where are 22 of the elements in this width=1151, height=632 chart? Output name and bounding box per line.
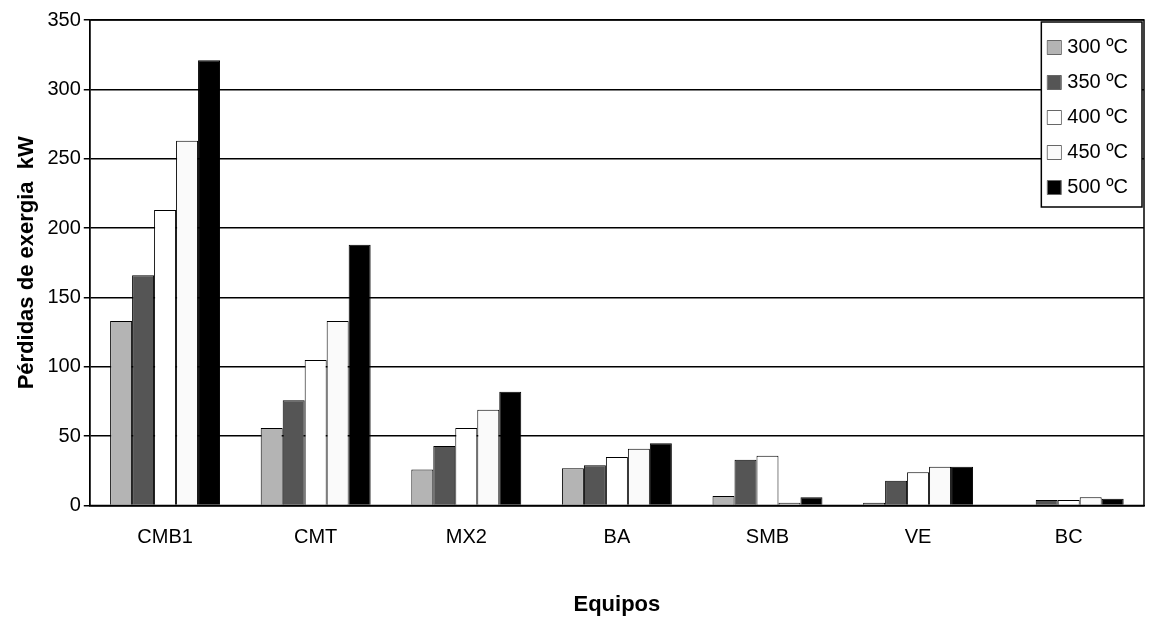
y-tick-label: 150 bbox=[47, 285, 81, 307]
y-tick-label: 200 bbox=[47, 215, 81, 238]
legend-label: 300 ºC bbox=[1067, 35, 1129, 58]
x-tick-label: SMB bbox=[745, 525, 790, 548]
y-tick-label: 350 bbox=[47, 7, 81, 30]
x-tick-label: MX2 bbox=[445, 525, 487, 548]
y-tick-label: 50 bbox=[58, 423, 81, 446]
y-tick-label: 0 bbox=[69, 493, 81, 516]
x-tick-label: CMB1 bbox=[137, 525, 193, 548]
legend-label: 500 ºC bbox=[1067, 175, 1129, 198]
y-tick-label: 300 bbox=[47, 76, 81, 99]
x-tick-label: BC bbox=[1054, 525, 1083, 548]
legend-label: 450 ºC bbox=[1067, 140, 1129, 163]
legend-label: 400 ºC bbox=[1067, 105, 1129, 128]
x-tick-label: BA bbox=[603, 525, 631, 548]
x-axis-title: Equipos bbox=[573, 590, 661, 616]
y-tick-label: 100 bbox=[47, 354, 81, 377]
y-axis-title: Pérdidas de exergia kW bbox=[13, 136, 39, 390]
x-tick-label: CMT bbox=[294, 525, 338, 548]
x-tick-label: VE bbox=[904, 525, 932, 548]
y-tick-label: 250 bbox=[47, 146, 81, 169]
legend-label: 350 ºC bbox=[1067, 70, 1129, 93]
